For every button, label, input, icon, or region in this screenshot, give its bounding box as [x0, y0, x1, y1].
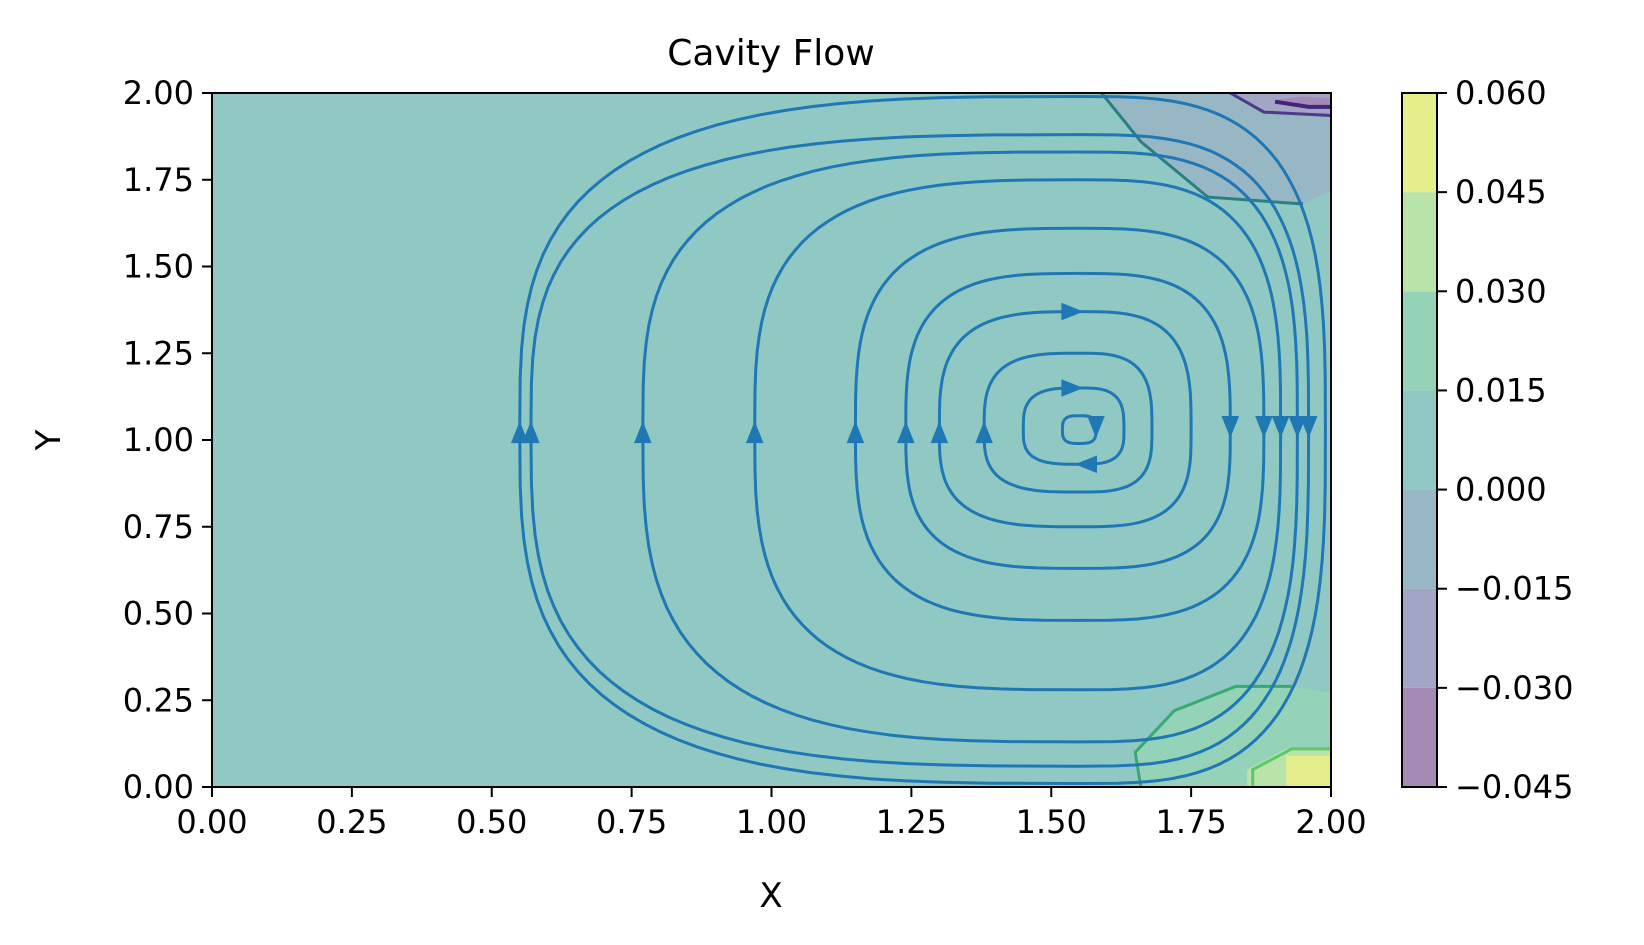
y-tick-label: 2.00	[123, 74, 194, 112]
colorbar-band	[1402, 489, 1437, 589]
x-tick-label: 2.00	[1295, 803, 1366, 841]
streamline-arrow-0-0	[1087, 416, 1105, 438]
colorbar-tick-label: 0.015	[1455, 371, 1547, 409]
y-tick-label: 1.25	[123, 334, 194, 372]
x-axis-label: X	[759, 876, 782, 916]
streamline-arrow-2-0	[975, 421, 993, 444]
x-tick-label: 1.75	[1156, 803, 1227, 841]
chart-title: Cavity Flow	[667, 33, 875, 74]
streamline-1	[1021, 386, 1126, 466]
colorbar-tick-label: −0.015	[1455, 570, 1573, 608]
y-tick-label: 0.00	[123, 768, 194, 806]
streamline-arrow-6-1	[1271, 416, 1290, 438]
streamline-arrow-5-1	[1255, 416, 1273, 438]
streamline-arrow-4-0	[897, 421, 915, 444]
streamline-arrow-7-0	[634, 421, 652, 444]
y-tick-label: 1.50	[123, 248, 194, 286]
x-tick-label: 1.25	[876, 803, 947, 841]
y-tick-label: 0.25	[123, 681, 194, 719]
colorbar-frame	[1401, 92, 1438, 788]
streamline-arrow-3-1	[1061, 302, 1084, 321]
x-tick-label: 0.75	[596, 803, 667, 841]
streamline-arrow-7-1	[1288, 416, 1307, 438]
colorbar-band	[1402, 588, 1437, 688]
streamline-arrow-5-0	[846, 421, 865, 444]
streamline-arrow-1-0	[1061, 379, 1084, 397]
y-axis-label: Y	[29, 429, 69, 451]
contour-line-0	[1100, 93, 1304, 206]
contour-line-peak	[1274, 99, 1331, 109]
y-tick-label: 1.75	[123, 161, 194, 199]
streamline-arrow-8-1	[1299, 416, 1318, 438]
colorbar-band	[1402, 687, 1437, 787]
contour-fill-layer	[1100, 93, 1331, 787]
colorbar-tick-label: 0.000	[1455, 471, 1547, 509]
y-axis-ticks: 0.00 0.25 0.50 0.75 1.00 1.25 1.50 1.75 2.00	[123, 74, 212, 806]
colorbar-tick-label: −0.030	[1455, 669, 1573, 707]
x-tick-label: 0.50	[456, 803, 527, 841]
x-axis-ticks: 0.00 0.25 0.50 0.75 1.00 1.25 1.50 1.75 2.00	[176, 787, 1367, 841]
colorbar-tick-label: 0.060	[1455, 74, 1547, 112]
y-tick-label: 1.00	[123, 421, 194, 459]
x-tick-label: 1.00	[736, 803, 807, 841]
streamline-arrow-1-1	[1075, 455, 1097, 474]
contour-line-top	[1229, 93, 1331, 118]
colorbar-band	[1402, 390, 1437, 490]
x-tick-label: 0.25	[316, 803, 387, 841]
streamline-layer	[510, 94, 1327, 786]
streamline-arrow-9-0	[510, 421, 529, 444]
colorbar-tick-label: −0.045	[1455, 768, 1573, 806]
streamline-arrow-4-1	[1221, 416, 1240, 438]
colorbar-band	[1402, 291, 1437, 391]
x-tick-label: 0.00	[176, 803, 247, 841]
y-tick-label: 0.50	[123, 595, 194, 633]
colorbar-tick-label: 0.045	[1455, 173, 1547, 211]
colorbar-tick-label: 0.030	[1455, 272, 1547, 310]
streamline-arrow-3-0	[930, 421, 949, 444]
contour-line-inner	[1251, 747, 1331, 787]
colorbar-band	[1402, 192, 1437, 292]
contour-region-5	[1286, 755, 1331, 787]
contour-region-0	[1101, 93, 1331, 204]
streamline-arrow-6-0	[745, 421, 764, 444]
x-tick-label: 1.50	[1016, 803, 1087, 841]
streamline-arrow-8-0	[522, 421, 540, 444]
plot-background	[212, 93, 1331, 787]
y-tick-label: 0.75	[123, 508, 194, 546]
colorbar-band	[1402, 93, 1437, 193]
colorbar: 0.060 0.045 0.030 0.015 0.000 −0.015 −0.030 −0.…	[1401, 74, 1573, 806]
